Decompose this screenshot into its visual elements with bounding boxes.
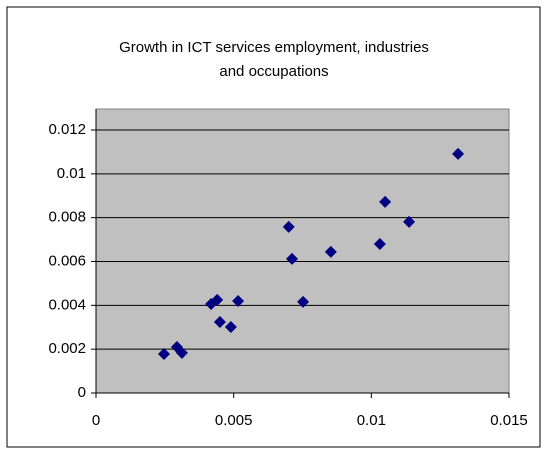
point [373, 237, 386, 250]
point [297, 295, 310, 308]
point [403, 215, 416, 228]
y-tick-label: 0 [78, 384, 86, 401]
y-tick-label: 0.012 [48, 121, 86, 138]
y-tick-label: 0.002 [48, 340, 86, 357]
x-tick-label: 0.005 [215, 412, 253, 429]
y-tick-label: 0.004 [48, 296, 86, 313]
point [379, 195, 392, 208]
point [224, 321, 237, 334]
point [232, 294, 245, 307]
x-tick-label: 0 [92, 412, 100, 429]
point [211, 293, 224, 306]
point [286, 252, 299, 265]
point [175, 346, 188, 359]
point [213, 315, 226, 328]
y-tick-label: 0.01 [57, 165, 86, 182]
plot-area [95, 108, 510, 394]
y-tick-label: 0.008 [48, 209, 86, 226]
x-tick-label: 0.01 [357, 412, 386, 429]
chart-title: Growth in ICT services employment, indus… [119, 39, 429, 56]
point [452, 147, 465, 160]
point [158, 347, 171, 360]
point [282, 220, 295, 233]
chart-title: and occupations [219, 63, 328, 80]
point [324, 245, 337, 258]
x-tick-label: 0.015 [490, 412, 528, 429]
y-tick-label: 0.006 [48, 252, 86, 269]
